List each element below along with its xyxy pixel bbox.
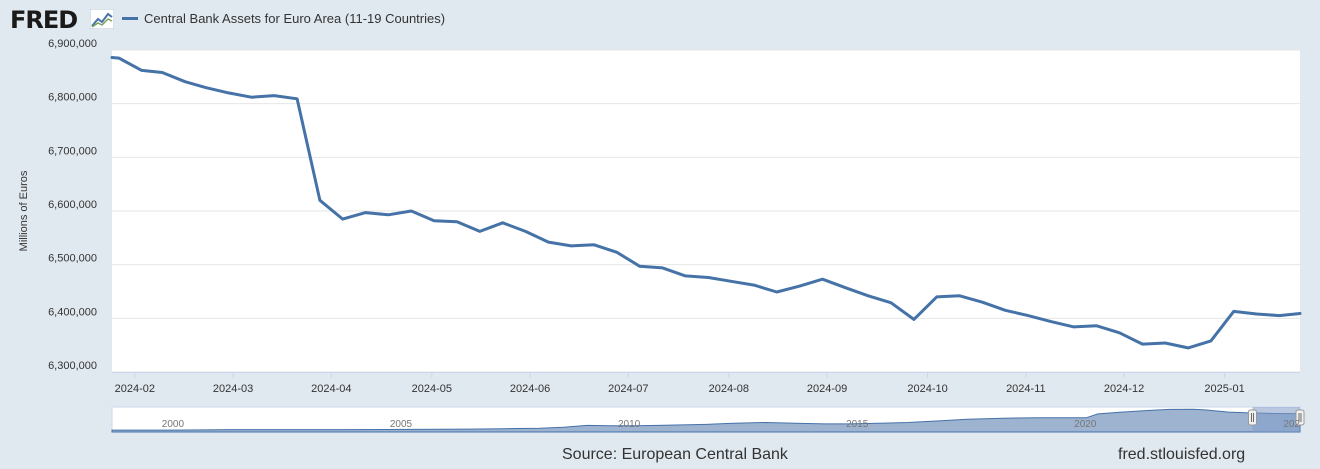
navigator-series <box>111 408 1301 433</box>
x-tick-label: 2024-02 <box>115 383 155 395</box>
navigator-label: 202 <box>1283 419 1300 430</box>
fred-url-link[interactable]: fred.stlouisfed.org <box>1118 446 1246 463</box>
x-tick-label: 2024-04 <box>311 383 351 395</box>
x-tick-label: 2024-08 <box>709 383 749 395</box>
x-tick-label: 2024-09 <box>807 383 847 395</box>
navigator-selection[interactable] <box>1252 407 1300 432</box>
x-tick-label: 2024-10 <box>907 383 947 395</box>
y-tick-label: 6,500,000 <box>48 253 97 265</box>
navigator-label: 2005 <box>390 419 413 430</box>
navigator-handle[interactable] <box>1295 409 1305 426</box>
navigator-label: 2000 <box>162 419 185 430</box>
navigator-label: 2015 <box>846 419 869 430</box>
x-tick-label: 2024-06 <box>510 383 550 395</box>
y-axis-title: Millions of Euros <box>18 170 30 251</box>
y-tick-label: 6,800,000 <box>48 92 97 104</box>
navigator-label: 2020 <box>1074 419 1097 430</box>
x-tick-label: 2024-07 <box>608 383 648 395</box>
x-tick-label: 2024-12 <box>1104 383 1144 395</box>
y-tick-label: 6,600,000 <box>48 199 97 211</box>
y-tick-label: 6,300,000 <box>48 360 97 372</box>
logo-text: FRED <box>10 6 78 34</box>
source-text: Source: European Central Bank <box>562 446 788 463</box>
navigator-label: 2010 <box>618 419 641 430</box>
y-tick-label: 6,700,000 <box>48 145 97 157</box>
navigator-handle[interactable] <box>1247 409 1257 426</box>
x-tick-label: 2024-05 <box>412 383 452 395</box>
y-tick-label: 6,900,000 <box>48 38 97 50</box>
chart-legend[interactable]: Central Bank Assets for Euro Area (11-19… <box>122 11 445 26</box>
legend-swatch <box>122 17 138 20</box>
x-tick-label: 2025-01 <box>1204 383 1244 395</box>
series-line[interactable] <box>110 56 1302 350</box>
x-tick-label: 2024-03 <box>213 383 253 395</box>
x-tick-label: 2024-11 <box>1006 383 1046 395</box>
y-tick-label: 6,400,000 <box>48 306 97 318</box>
legend-label: Central Bank Assets for Euro Area (11-19… <box>144 11 446 26</box>
